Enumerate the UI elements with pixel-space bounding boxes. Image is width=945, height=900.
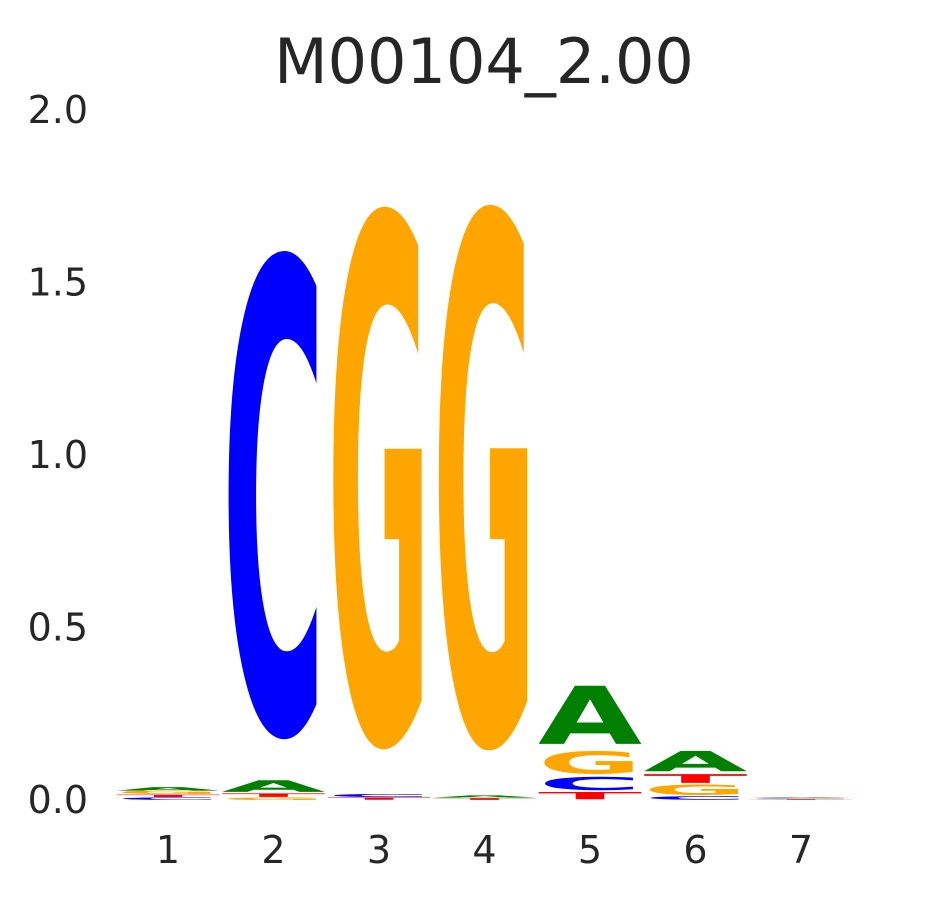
logo-letter-t: T xyxy=(222,792,326,798)
logo-letter-t: T xyxy=(433,798,537,801)
logo-letter-g: G xyxy=(749,798,853,799)
logo-letter-a: A xyxy=(433,795,538,799)
logo-letter-g: G xyxy=(222,797,326,801)
logo-letter-t: T xyxy=(116,794,220,798)
logo-letter-g: G xyxy=(644,782,748,798)
y-tick-label: 1.5 xyxy=(28,261,88,305)
logo-letter-c: C xyxy=(538,773,642,794)
logo-letter-t: T xyxy=(538,790,642,802)
logo-letter-c: C xyxy=(222,132,326,883)
x-tick-label: 2 xyxy=(261,828,285,872)
logo-letter-a: A xyxy=(644,745,748,777)
y-tick-label: 0.0 xyxy=(28,778,88,822)
logo-letter-c: C xyxy=(749,799,853,800)
logo-letter-c: C xyxy=(644,795,748,801)
x-tick-label: 6 xyxy=(683,828,707,872)
x-tick-label: 5 xyxy=(578,828,602,872)
logo-letter-c: C xyxy=(116,797,220,801)
logo-letter-t: T xyxy=(749,799,853,800)
logo-letter-t: T xyxy=(327,797,431,801)
logo-letter-g: G xyxy=(116,791,220,796)
logo-letter-a: A xyxy=(116,786,221,792)
y-axis: 0.0 0.5 1.0 1.5 2.0 xyxy=(28,88,88,822)
x-tick-label: 7 xyxy=(789,828,813,872)
y-tick-label: 1.0 xyxy=(28,433,88,477)
x-tick-label: 3 xyxy=(367,828,391,872)
chart-title: M00104_2.00 xyxy=(274,25,694,98)
logo-letter-g: G xyxy=(327,75,431,900)
y-tick-label: 2.0 xyxy=(28,88,88,132)
logo-letter-g: G xyxy=(433,72,537,900)
x-axis: 1 2 3 4 5 6 7 xyxy=(156,828,813,872)
logo-letter-a: A xyxy=(538,670,642,763)
logo-letter-t: T xyxy=(644,772,748,786)
x-tick-label: 1 xyxy=(156,828,180,872)
y-tick-label: 0.5 xyxy=(28,606,88,650)
logo-letter-a: A xyxy=(222,777,326,796)
logo-letter-c: C xyxy=(327,793,431,798)
logo-letter-a: A xyxy=(749,797,854,798)
logo-letter-g: G xyxy=(538,746,642,781)
x-tick-label: 4 xyxy=(472,828,496,872)
